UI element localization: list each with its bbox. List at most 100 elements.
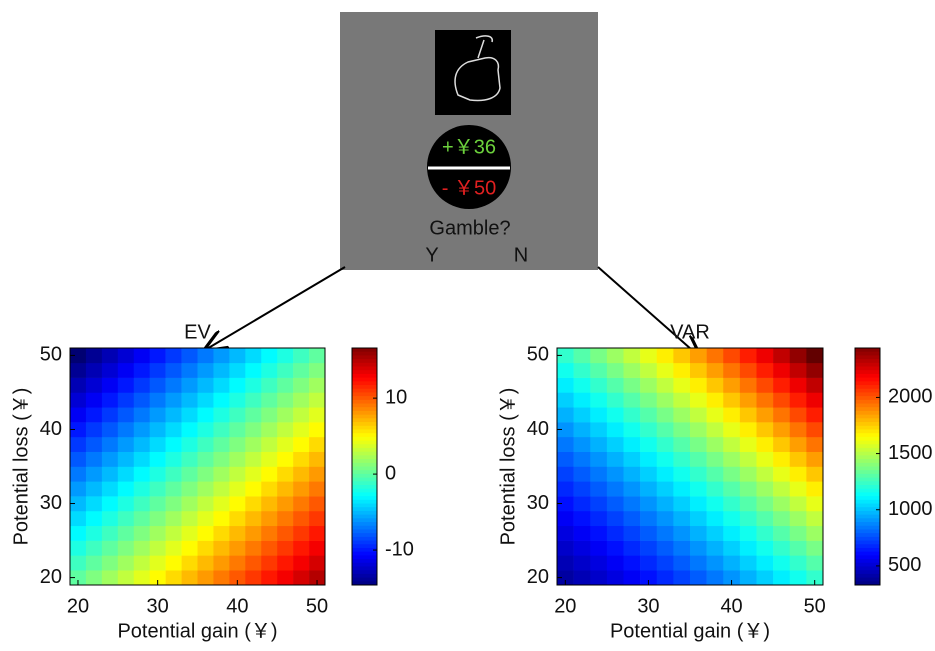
heatmap-cell <box>690 481 707 496</box>
heatmap-cell <box>134 511 150 526</box>
colorbar-strip <box>855 500 880 504</box>
heatmap-cell <box>150 496 166 511</box>
heatmap-cell <box>806 437 823 452</box>
heatmap-cell <box>790 481 807 496</box>
heatmap-cell <box>607 511 624 526</box>
colorbar-strip <box>855 570 880 574</box>
heatmap-cell <box>723 348 740 363</box>
heatmap-cell <box>118 363 134 378</box>
heatmap-cell <box>309 422 325 437</box>
colorbar-strip <box>352 363 377 367</box>
heatmap-cell <box>574 437 591 452</box>
heatmap-cell <box>118 570 134 585</box>
colorbar-strip <box>352 478 377 482</box>
heatmap-cell <box>707 378 724 393</box>
colorbar-strip <box>855 448 880 452</box>
colorbar-strip <box>352 526 377 530</box>
heatmap-cell <box>773 378 790 393</box>
heatmap-cell <box>757 496 774 511</box>
colorbar-strip <box>352 378 377 382</box>
heatmap-cell <box>806 511 823 526</box>
heatmap-cell <box>182 555 198 570</box>
heatmap-cell <box>740 511 757 526</box>
arrow <box>205 267 345 350</box>
heatmap-cell <box>229 481 245 496</box>
heatmap-cell <box>261 555 277 570</box>
heatmap-cell <box>624 392 641 407</box>
heatmap-cell <box>150 467 166 482</box>
heatmap-cell <box>673 496 690 511</box>
heatmap-cell <box>757 467 774 482</box>
heatmap-cell <box>245 570 261 585</box>
heatmap-cell <box>198 467 214 482</box>
heatmap-cell <box>590 348 607 363</box>
y-axis-label: Potential loss (￥) <box>497 388 519 546</box>
heatmap-cell <box>261 570 277 585</box>
heatmap-cell <box>277 481 293 496</box>
heatmap-cell <box>70 378 86 393</box>
heatmap-cell <box>590 392 607 407</box>
colorbar-strip <box>352 448 377 452</box>
heatmap-cell <box>293 422 309 437</box>
heatmap-cell <box>261 452 277 467</box>
heatmap-cell <box>150 526 166 541</box>
heatmap-cell <box>277 511 293 526</box>
heatmap-cell <box>213 452 229 467</box>
heatmap-cell <box>740 363 757 378</box>
heatmap-cell <box>657 481 674 496</box>
heatmap-cell <box>229 378 245 393</box>
heatmap-cell <box>70 437 86 452</box>
colorbar-strip <box>352 452 377 456</box>
heatmap-cell <box>102 422 118 437</box>
heatmap-cell <box>640 392 657 407</box>
heatmap-cell <box>773 407 790 422</box>
heatmap-cell <box>690 496 707 511</box>
heatmap-cell <box>261 378 277 393</box>
heatmap-cell <box>607 452 624 467</box>
heatmap-cell <box>245 392 261 407</box>
heatmap-cell <box>806 452 823 467</box>
heatmap-cell <box>166 541 182 556</box>
x-tick-label: 50 <box>804 595 826 617</box>
heatmap-cell <box>198 511 214 526</box>
heatmap-cell <box>590 437 607 452</box>
heatmap-cell <box>673 407 690 422</box>
heatmap-cell <box>806 467 823 482</box>
heatmap-cell <box>245 378 261 393</box>
heatmap-cell <box>198 541 214 556</box>
heatmap-cell <box>150 378 166 393</box>
heatmap-cell <box>102 467 118 482</box>
heatmap-cell <box>557 467 574 482</box>
heatmap-cell <box>773 422 790 437</box>
heatmap-cell <box>86 437 102 452</box>
colorbar-strip <box>855 407 880 411</box>
colorbar-strip <box>352 370 377 374</box>
heatmap-cell <box>182 437 198 452</box>
heatmap-cell <box>557 541 574 556</box>
heatmap-cell <box>574 555 591 570</box>
heatmap-cell <box>86 407 102 422</box>
colorbar-strip <box>352 411 377 415</box>
colorbar-strip <box>352 355 377 359</box>
colorbar-strip <box>855 541 880 545</box>
heatmap-cell <box>293 392 309 407</box>
heatmap-cell <box>790 422 807 437</box>
gain-label: +￥36 <box>442 136 496 158</box>
heatmap-cell <box>590 541 607 556</box>
heatmap-cell <box>806 541 823 556</box>
heatmap-cell <box>150 348 166 363</box>
heatmap-cell <box>261 511 277 526</box>
heatmap-cell <box>640 407 657 422</box>
heatmap-cell <box>213 363 229 378</box>
colorbar-strip <box>352 537 377 541</box>
heatmap-cell <box>673 481 690 496</box>
heatmap-cell <box>806 348 823 363</box>
heatmap-cell <box>740 437 757 452</box>
heatmap-cell <box>198 570 214 585</box>
heatmap-cell <box>277 526 293 541</box>
heatmap-cell <box>229 363 245 378</box>
heatmap-cell <box>707 481 724 496</box>
heatmap-cell <box>557 378 574 393</box>
heatmap-cell <box>574 378 591 393</box>
chart-title: VAR <box>670 321 710 343</box>
